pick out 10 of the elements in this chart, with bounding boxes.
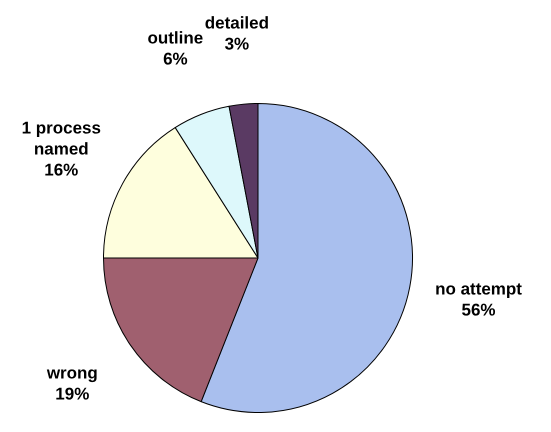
data-label: 3% xyxy=(224,34,250,54)
slice-label: outline xyxy=(147,28,204,48)
data-label: 16% xyxy=(44,160,78,180)
data-label: 6% xyxy=(163,49,188,68)
slice-label: no attempt xyxy=(435,279,522,298)
data-label: 56% xyxy=(462,300,496,320)
slice-label: 1 process named xyxy=(22,118,101,159)
slice-label: detailed xyxy=(204,14,269,33)
slice-label: wrong xyxy=(46,363,98,382)
data-label: 19% xyxy=(55,384,90,404)
